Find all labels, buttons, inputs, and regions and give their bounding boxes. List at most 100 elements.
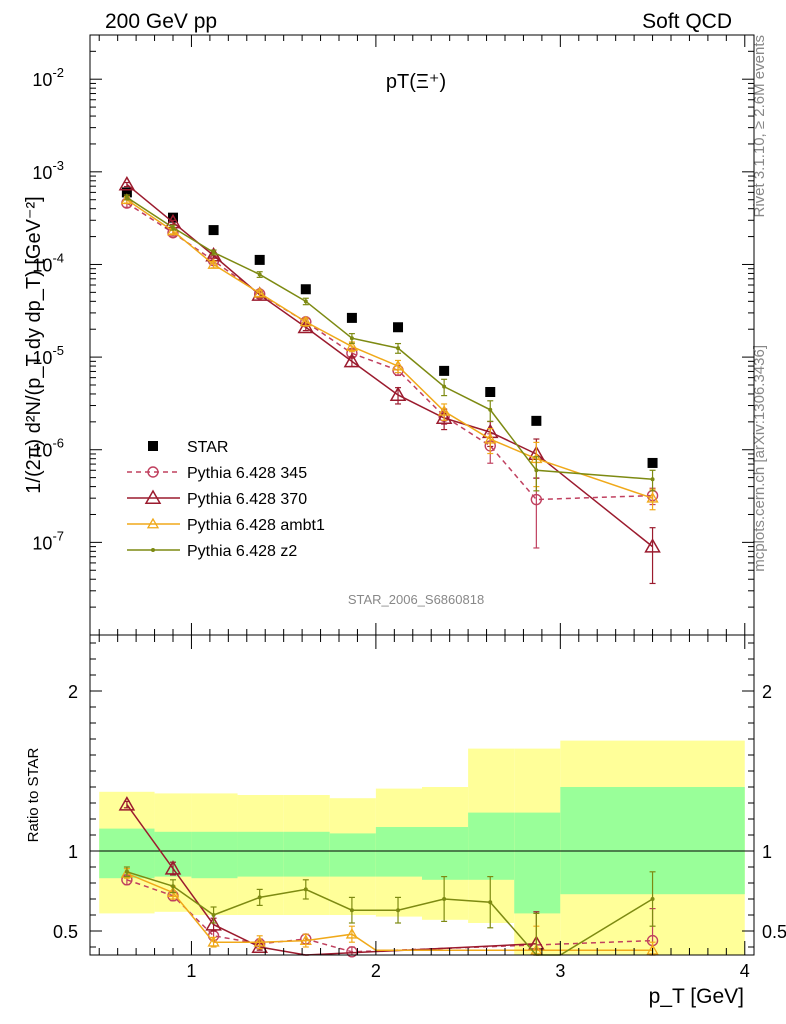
main-y-tick-label: 10-2 xyxy=(32,65,64,90)
legend-label: Pythia 6.428 370 xyxy=(187,491,307,508)
main-series-3 xyxy=(120,193,659,511)
main-data-point xyxy=(534,468,539,473)
ratio-data-point xyxy=(171,884,175,889)
legend-marker xyxy=(148,441,158,451)
main-y-tick-exponent: -3 xyxy=(52,158,64,173)
main-data-point xyxy=(257,272,262,277)
main-data-point xyxy=(345,340,359,351)
main-watermark: STAR_2006_S6860818 xyxy=(348,592,484,607)
ratio-y-tick-label: 0.5 xyxy=(53,922,78,942)
inner-uncertainty-band xyxy=(422,827,469,880)
main-y-tick-exponent: -7 xyxy=(52,528,64,543)
main-data-point xyxy=(124,195,129,200)
legend-label: STAR xyxy=(187,439,228,456)
main-plot: 10-710-610-510-410-310-2 pT(Ξ⁺) STAR_200… xyxy=(23,34,755,636)
ratio-y-tick-label-right: 2 xyxy=(762,682,772,702)
x-tick-label: 3 xyxy=(555,961,565,981)
legend: STAR Pythia 6.428 345 Pythia 6.428 370 Pyth… xyxy=(127,439,325,560)
ratio-data-point xyxy=(257,895,262,900)
main-data-point xyxy=(343,352,361,368)
inner-uncertainty-band xyxy=(375,827,422,877)
category-label: Soft QCD xyxy=(642,10,732,33)
ratio-data-point xyxy=(253,935,266,947)
legend-marker xyxy=(151,548,155,552)
main-y-tick-label: 10-7 xyxy=(32,528,64,553)
main-series-line xyxy=(126,196,653,481)
ratio-series-line xyxy=(126,804,537,956)
main-data-point xyxy=(121,187,132,198)
main-data-point xyxy=(442,384,447,389)
main-data-point xyxy=(208,225,219,236)
main-y-tick-exponent: -5 xyxy=(52,343,64,358)
ratio-data-point xyxy=(118,796,136,811)
main-data-point xyxy=(531,415,542,426)
main-data-point xyxy=(439,365,450,376)
inner-uncertainty-band xyxy=(191,831,238,879)
main-data-point xyxy=(303,299,308,304)
x-tick-label: 1 xyxy=(186,961,196,981)
legend-marker xyxy=(144,489,162,504)
main-data-point xyxy=(253,286,266,298)
ratio-y-tick-label-right: 0.5 xyxy=(762,922,786,942)
ratio-axes: 1 2 3 4 0.5 0.5 1 1 2 2 xyxy=(53,635,786,981)
legend-label: Pythia 6.428 345 xyxy=(187,465,307,482)
rivet-label: Rivet 3.1.10, ≥ 2.6M events xyxy=(751,35,768,218)
ratio-plot: 1 2 3 4 0.5 0.5 1 1 2 2 Ratio to STAR p_T [GeV] xyxy=(25,634,786,1008)
x-tick-label: 2 xyxy=(371,961,381,981)
ratio-bands xyxy=(90,740,754,955)
ratio-data-point xyxy=(396,908,401,913)
main-data-point xyxy=(396,346,401,351)
inner-uncertainty-band xyxy=(329,833,376,877)
ratio-data-point xyxy=(345,927,359,939)
main-plot-title: pT(Ξ⁺) xyxy=(386,71,446,93)
ratio-data-point xyxy=(442,897,447,901)
inner-uncertainty-band xyxy=(283,831,330,877)
main-data-point xyxy=(349,336,354,341)
x-axis-label: p_T [GeV] xyxy=(649,985,744,1008)
main-data-point xyxy=(168,212,178,223)
energy-label: 200 GeV pp xyxy=(105,10,217,33)
main-data-point xyxy=(435,409,453,425)
main-data-point xyxy=(647,457,658,468)
main-data-point xyxy=(299,315,312,327)
ratio-data-point xyxy=(124,869,129,874)
ratio-data-point xyxy=(349,908,354,913)
ratio-data-point xyxy=(205,916,222,931)
legend-label: Pythia 6.428 ambt1 xyxy=(187,517,325,534)
main-data-point xyxy=(438,404,451,416)
ratio-y-tick-label-right: 1 xyxy=(762,842,772,862)
main-axes: 10-710-610-510-410-310-2 xyxy=(32,34,754,636)
main-data-point xyxy=(646,491,659,503)
main-data-point xyxy=(254,254,265,265)
main-data-point xyxy=(484,432,497,444)
inner-uncertainty-band xyxy=(514,812,561,914)
main-data-point xyxy=(171,225,175,230)
legend-marker xyxy=(147,466,159,478)
ratio-plot-frame xyxy=(89,634,755,956)
ratio-y-tick-label: 1 xyxy=(68,842,78,862)
main-data-point xyxy=(650,477,655,482)
legend-marker xyxy=(146,517,160,529)
x-tick-label: 4 xyxy=(740,961,750,981)
ratio-data-point xyxy=(650,897,655,901)
main-y-tick-exponent: -4 xyxy=(52,250,64,265)
inner-uncertainty-band xyxy=(237,831,284,877)
main-data-point xyxy=(485,386,496,397)
main-data-point xyxy=(644,538,661,553)
main-y-axis-label: 1/(2π) d²N/(p_T dy dp_T) [GeV⁻²] xyxy=(23,196,45,493)
main-series-layer xyxy=(118,175,661,585)
main-series-0 xyxy=(121,187,658,468)
ratio-data-point xyxy=(207,935,220,947)
main-data-point xyxy=(530,493,543,506)
main-data-point xyxy=(118,175,136,191)
ratio-data-point xyxy=(211,913,216,917)
legend-label: Pythia 6.428 z2 xyxy=(187,543,297,560)
inner-uncertainty-band xyxy=(468,812,515,880)
main-series-4 xyxy=(123,194,656,492)
ratio-data-point xyxy=(303,887,308,892)
main-data-point xyxy=(391,359,405,371)
main-y-tick-label: 10-3 xyxy=(32,158,64,183)
main-data-point xyxy=(300,284,311,295)
main-data-point xyxy=(211,250,216,255)
